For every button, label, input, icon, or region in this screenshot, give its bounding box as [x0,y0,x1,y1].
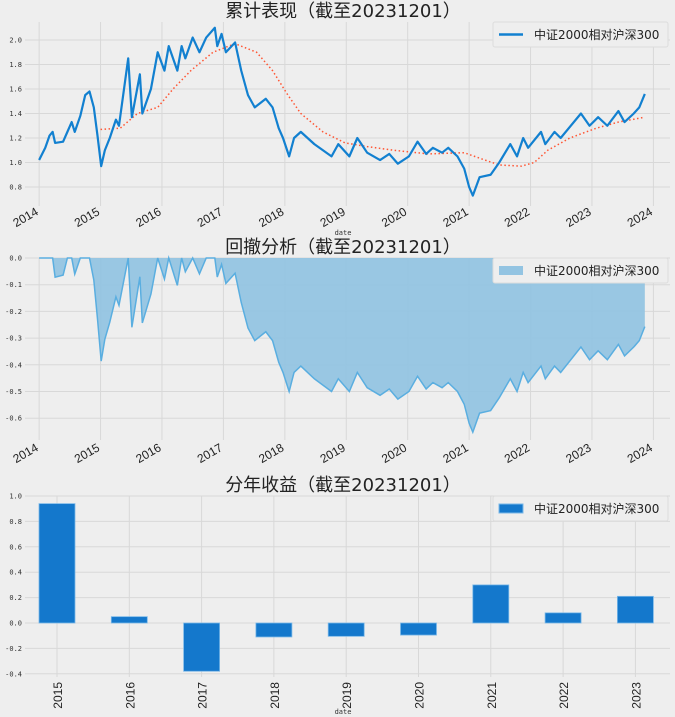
x-tick-label: 2023 [629,682,643,709]
legend-box [492,495,669,522]
bar-2018 [255,622,293,638]
y-tick-label: 1.0 [9,159,22,167]
y-tick-label: 2.0 [9,37,22,45]
y-tick-label: 0.4 [9,569,22,577]
x-tick-label: 2021 [485,682,499,709]
legend-label: 中证2000相对沪深300 [534,27,659,42]
y-tick-label: 0.0 [9,255,22,263]
y-tick-label: 0.2 [9,594,22,602]
y-tick-label: -0.3 [5,335,22,343]
annual-returns-chart: 分年收益（截至20231201） date 1.0 0.8 0.6 0.4 0.2 0.0… [5,475,670,716]
legend-label: 中证2000相对沪深300 [534,263,659,278]
chart-title: 分年收益（截至20231201） [225,475,461,496]
y-tick-label: 0.0 [9,620,22,628]
x-tick-label: 2019 [340,682,354,709]
bar-2019 [327,622,365,637]
y-tick-label: 1.6 [9,86,22,94]
y-tick-label: 1.2 [9,135,22,143]
x-tick-label: 2016 [123,682,137,709]
chart-title: 累计表现（截至20231201） [225,1,461,22]
y-tick-label: 1.8 [9,61,22,69]
x-axis-label: date [335,229,352,237]
x-tick-label: 2022 [557,682,571,709]
x-tick-label: 2015 [51,682,65,709]
bar-2015 [38,503,76,624]
bar-2023 [617,595,654,624]
legend-box [492,21,669,48]
y-tick-label: 1.4 [9,110,22,118]
bar-2022 [544,612,582,624]
bar-2020 [400,622,437,636]
legend-swatch [499,266,523,275]
y-tick-label: -0.2 [5,645,22,653]
y-tick-label: -0.1 [5,281,22,289]
y-tick-label: -0.4 [5,361,22,369]
cumulative-performance-chart: 累计表现（截至20231201） date 0.8 1.0 1.2 1.4 1.6 1.8… [9,1,670,237]
x-tick-label: 2017 [196,682,210,709]
x-tick-label: 2018 [268,682,282,709]
bar-2021 [472,584,510,624]
y-tick-label: -0.2 [5,308,22,316]
bar-2016 [110,616,148,624]
legend-box [492,257,669,284]
x-axis-label: date [335,708,352,716]
y-tick-label: 0.8 [9,184,22,192]
chart-title: 回撤分析（截至20231201） [225,237,461,258]
y-tick-label: -0.6 [5,415,22,423]
legend-swatch [498,503,524,514]
y-tick-label: 1.0 [9,493,22,501]
drawdown-line [39,255,646,435]
legend-label: 中证2000相对沪深300 [534,501,659,516]
x-tick-label: 2020 [413,682,427,709]
y-tick-label: -0.4 [5,670,22,678]
drawdown-area [39,258,645,433]
y-tick-label: 0.6 [9,543,22,551]
y-tick-label: -0.5 [5,388,22,396]
bar-2017 [183,622,221,672]
y-tick-label: 0.8 [9,518,22,526]
